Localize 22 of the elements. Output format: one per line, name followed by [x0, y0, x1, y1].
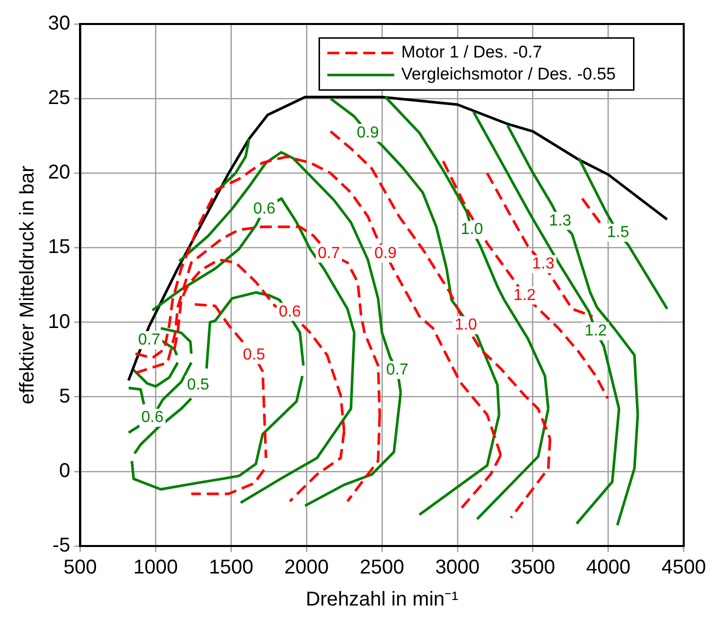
y-axis-title: effektiver Mitteldruck in bar — [16, 165, 39, 404]
annotation: 0.5 — [186, 376, 210, 394]
x-tick-label: 1000 — [133, 556, 178, 579]
x-tick-label: 1500 — [208, 556, 254, 579]
y-tick-label: 30 — [48, 12, 70, 35]
y-tick-label: 5 — [59, 385, 70, 408]
x-axis-title: Drehzahl in min⁻¹ — [306, 588, 459, 611]
y-tick-label: 25 — [48, 87, 70, 110]
y-tick-label: -5 — [52, 534, 70, 557]
y-tick-label: 20 — [48, 162, 70, 184]
y-tick-label: 10 — [48, 310, 70, 333]
x-tick-label: 2500 — [360, 556, 404, 579]
x-tick-label: 3500 — [510, 556, 556, 579]
x-tick-label: 4000 — [586, 556, 631, 579]
x-tick-label: 500 — [64, 556, 97, 579]
x-tick-label: 2000 — [284, 556, 329, 579]
y-tick-label: 0 — [59, 460, 70, 482]
x-tick-label: 4500 — [662, 556, 706, 579]
x-tick-label: 3000 — [435, 556, 480, 579]
legend-label: Motor 1 / Des. -0.7 — [401, 42, 542, 62]
legend-label: Vergleichsmotor / Des. -0.55 — [401, 64, 616, 84]
y-tick-label: 15 — [48, 236, 70, 258]
